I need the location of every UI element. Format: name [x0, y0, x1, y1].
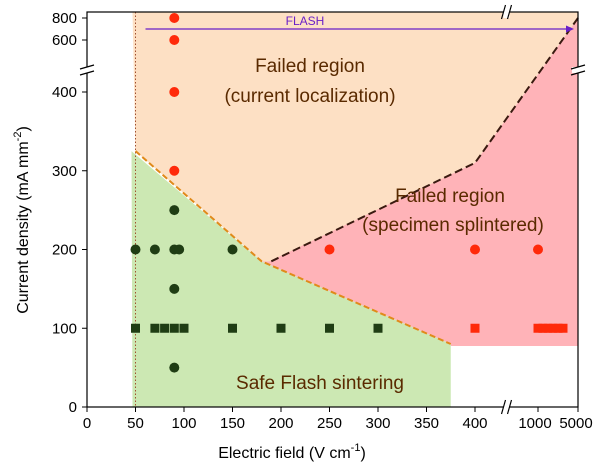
- safe-circle-marker: [169, 283, 180, 294]
- failed-square-marker: [548, 323, 558, 333]
- boundaries-layer: [134, 12, 579, 407]
- break-gap: [503, 401, 510, 413]
- safe-square-marker: [276, 323, 286, 333]
- safe-square-marker: [179, 323, 189, 333]
- localization-label-line2: (current localization): [224, 86, 395, 107]
- y-tick-label: 200: [52, 242, 77, 259]
- break-slash: [506, 399, 513, 415]
- failed-circle-marker: [470, 244, 480, 255]
- y-tick-label: 600: [52, 32, 77, 49]
- y-tick-label: 800: [52, 10, 77, 27]
- failed-square-marker: [533, 323, 543, 333]
- safe-circle-marker: [169, 205, 180, 216]
- region-splintered: [261, 18, 578, 346]
- break-gap: [572, 67, 584, 73]
- y-tick-label: 0: [69, 399, 77, 416]
- y-tick-label: 100: [52, 320, 77, 337]
- break-slash: [500, 399, 507, 415]
- x-tick-label: 350: [414, 415, 439, 432]
- safe-label: Safe Flash sintering: [236, 373, 404, 394]
- x-tick-label: 300: [365, 415, 390, 432]
- break-slash: [570, 64, 586, 70]
- failed-circle-marker: [324, 244, 335, 255]
- plot-frame: [86, 11, 579, 408]
- safe-square-marker: [131, 323, 140, 333]
- safe-square-marker: [150, 323, 160, 333]
- x-tick-label: 50: [127, 415, 144, 432]
- break-gap: [81, 67, 93, 73]
- safe-circle-marker: [169, 362, 180, 373]
- flash-arrow-head: [566, 25, 574, 33]
- x-break-top: [500, 4, 513, 20]
- x-break-bottom: [500, 399, 513, 415]
- failed-square-marker: [543, 323, 553, 333]
- y-break-right: [570, 64, 586, 76]
- region-safe: [131, 151, 451, 407]
- break-slash: [79, 70, 95, 76]
- failed-circle-marker: [169, 165, 180, 176]
- boundary-safe-localization: [134, 150, 452, 345]
- break-slash: [506, 4, 513, 20]
- failed-square-marker: [470, 323, 480, 333]
- x-tick-label: 0: [83, 415, 91, 432]
- failed-circle-marker: [169, 35, 180, 45]
- failed-square-marker: [558, 323, 568, 333]
- safe-square-marker: [228, 323, 237, 333]
- markers-layer: [130, 13, 568, 373]
- region-localization: [132, 12, 578, 262]
- regions-layer: [131, 12, 578, 407]
- safe-circle-marker: [174, 244, 185, 255]
- break-slash: [500, 4, 507, 20]
- failed-square-marker: [553, 323, 563, 333]
- x-tick-label: 1000: [518, 415, 551, 432]
- splintered-label-line2: (specimen splintered): [362, 215, 544, 236]
- safe-circle-marker: [227, 244, 238, 255]
- y-axis-title: Current density (mA mm-2): [12, 126, 32, 314]
- x-tick-label: 200: [268, 415, 293, 432]
- x-tick-label: 250: [317, 415, 342, 432]
- break-slash: [570, 70, 586, 76]
- x-tick-label: 100: [171, 415, 196, 432]
- safe-circle-marker: [149, 244, 160, 255]
- safe-square-marker: [373, 323, 383, 333]
- break-gap: [503, 6, 510, 18]
- y-tick-label: 400: [52, 84, 77, 101]
- flash-label: FLASH: [286, 14, 325, 28]
- localization-label-line1: Failed region: [255, 56, 365, 77]
- break-slash: [79, 64, 95, 70]
- failed-circle-marker: [169, 87, 180, 97]
- boundary-localization-splintered: [270, 17, 579, 263]
- y-break-left: [79, 64, 95, 76]
- safe-square-marker: [160, 323, 170, 333]
- splintered-label-line1: Failed region: [395, 186, 505, 207]
- failed-square-marker: [538, 323, 548, 333]
- failed-circle-marker: [169, 13, 180, 23]
- x-axis-title: Electric field (V cm-1): [218, 442, 366, 462]
- y-tick-label: 300: [52, 163, 77, 180]
- axes-layer: 0 50 100 150 200 250 300 350 400 1000 5000 0 100 200 3…: [52, 4, 593, 432]
- x-tick-label: 5000: [559, 415, 592, 432]
- failed-circle-marker: [533, 244, 543, 255]
- safe-square-marker: [169, 323, 179, 333]
- x-tick-label: 150: [220, 415, 245, 432]
- x-tick-label: 400: [462, 415, 487, 432]
- safe-square-marker: [325, 323, 334, 333]
- safe-circle-marker: [130, 244, 141, 255]
